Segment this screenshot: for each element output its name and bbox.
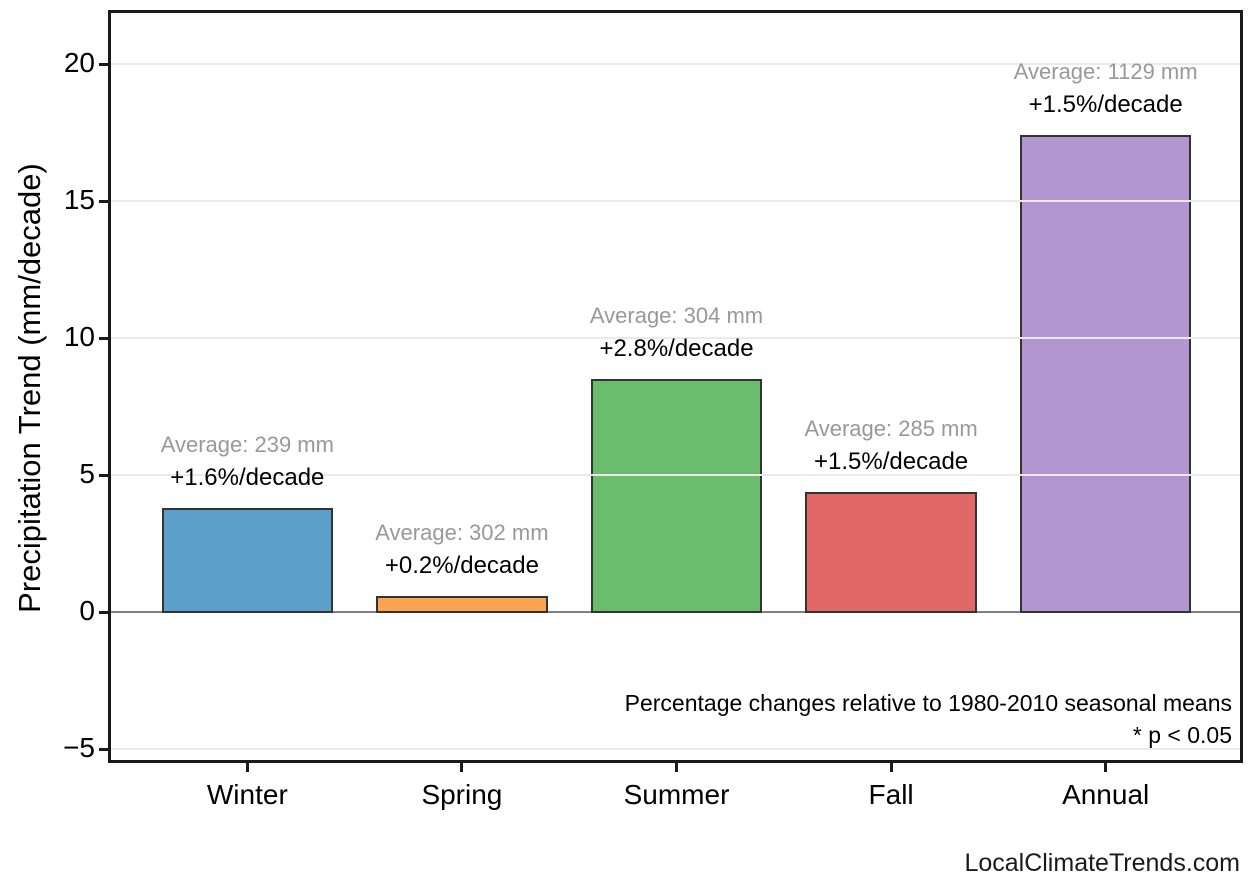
bar-annual bbox=[1019, 135, 1192, 614]
x-tick-mark bbox=[460, 763, 464, 772]
y-tick-label-5: 5 bbox=[79, 458, 95, 490]
y-tick-mark bbox=[99, 747, 109, 751]
y-tick-label-10: 10 bbox=[63, 321, 95, 353]
bar-average-label: Average: 1129 mm bbox=[1013, 59, 1198, 85]
bar-summer bbox=[590, 379, 763, 614]
gridline-y-20 bbox=[111, 63, 1241, 66]
bar-trend-label: +0.2%/decade bbox=[384, 551, 539, 579]
y-tick-label-0: 0 bbox=[79, 595, 95, 627]
y-tick-mark bbox=[99, 610, 109, 614]
bar-fall bbox=[805, 491, 977, 614]
y-axis-title: Precipitation Trend (mm/decade) bbox=[12, 163, 47, 613]
y-tick-label-20: 20 bbox=[63, 47, 95, 79]
y-tick-mark bbox=[99, 473, 109, 477]
x-tick-mark bbox=[1104, 763, 1108, 772]
y-tick-mark bbox=[99, 62, 109, 66]
footnote-significance: * p < 0.05 bbox=[1132, 722, 1232, 748]
bar-average-label: Average: 304 mm bbox=[589, 303, 764, 329]
x-tick-label-summer: Summer bbox=[623, 779, 730, 810]
x-tick-label-winter: Winter bbox=[206, 779, 288, 810]
bar-trend-label: +1.5%/decade bbox=[814, 447, 969, 475]
y-tick-label-15: 15 bbox=[63, 184, 95, 216]
bar-trend-label: +1.5%/decade bbox=[1028, 91, 1183, 119]
x-tick-mark bbox=[675, 763, 678, 772]
x-tick-label-spring: Spring bbox=[421, 779, 503, 810]
bar-spring bbox=[376, 595, 548, 614]
gridline-y-15 bbox=[111, 200, 1241, 203]
bar-trend-label: +2.8%/decade bbox=[599, 335, 754, 363]
x-tick-label-annual: Annual bbox=[1062, 779, 1150, 810]
gridline-y-10 bbox=[111, 337, 1241, 340]
y-tick-mark bbox=[99, 199, 109, 203]
gridline-y-5 bbox=[111, 474, 1241, 477]
bar-average-label: Average: 302 mm bbox=[375, 519, 549, 545]
x-tick-label-fall: Fall bbox=[868, 779, 914, 810]
x-tick-mark bbox=[889, 763, 893, 772]
watermark-text: LocalClimateTrends.com bbox=[964, 849, 1240, 877]
y-tick-mark bbox=[99, 336, 109, 340]
bar-winter bbox=[161, 508, 334, 614]
footnote-methodology: Percentage changes relative to 1980-2010… bbox=[624, 690, 1232, 716]
bar-average-label: Average: 239 mm bbox=[160, 432, 334, 458]
y-tick-label--5: −5 bbox=[63, 732, 95, 764]
bar-average-label: Average: 285 mm bbox=[804, 415, 978, 441]
x-tick-mark bbox=[245, 763, 249, 772]
gridline-y--5 bbox=[111, 748, 1241, 751]
bar-trend-label: +1.6%/decade bbox=[170, 464, 325, 492]
